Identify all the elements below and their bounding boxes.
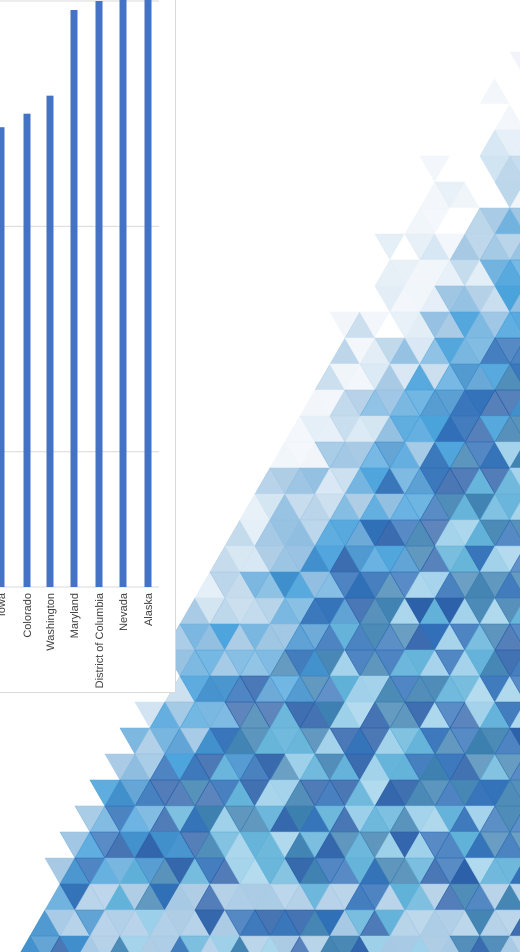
bar-district-of-columbia (95, 1, 103, 587)
bar-chart: Iowa Colorado Washington Maryland District o… (0, 0, 159, 688)
tick-label-nevada: Nevada (118, 592, 130, 631)
tick-label-iowa: Iowa (0, 592, 8, 616)
bars (0, 0, 152, 588)
bar-maryland (70, 10, 78, 588)
bar-nevada (119, 0, 127, 587)
bar-colorado (23, 113, 31, 587)
tick-label-colorado: Colorado (22, 593, 34, 638)
bar-alaska (144, 0, 152, 587)
tick-label-washington: Washington (45, 593, 57, 651)
bar-washington (46, 95, 54, 588)
tick-label-district-of-columbia: District of Columbia (94, 592, 106, 688)
tick-label-alaska: Alaska (143, 592, 155, 626)
tick-label-maryland: Maryland (69, 593, 81, 638)
chart-panel: Iowa Colorado Washington Maryland District o… (0, 0, 176, 693)
bar-iowa (0, 127, 5, 587)
category-labels: Iowa Colorado Washington Maryland District o… (0, 592, 155, 688)
